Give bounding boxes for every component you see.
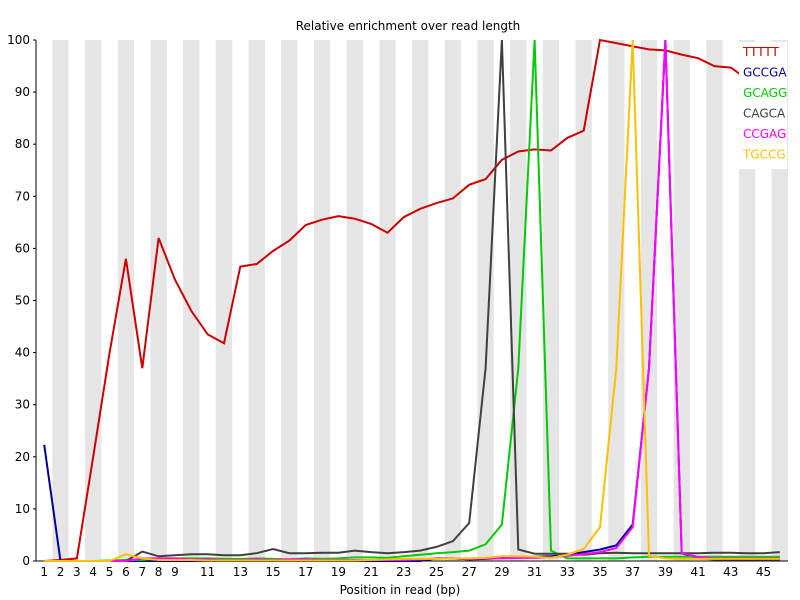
y-tick-label: 100 [7, 33, 30, 47]
legend-box [739, 42, 787, 169]
y-tick-label: 10 [15, 502, 30, 516]
x-tick-label: 35 [592, 565, 607, 579]
x-tick-label: 29 [494, 565, 509, 579]
x-tick-label: 5 [106, 565, 114, 579]
background-band [640, 40, 658, 561]
x-tick-label: 33 [560, 565, 575, 579]
background-band [771, 40, 788, 561]
background-band [510, 40, 527, 561]
background-band [706, 40, 723, 561]
x-tick-label: 39 [658, 565, 673, 579]
x-tick-label: 9 [171, 565, 179, 579]
legend-item: TTTTT [742, 45, 779, 59]
background-band [477, 40, 494, 561]
x-tick-label: 27 [462, 565, 477, 579]
x-tick-label: 3 [73, 565, 81, 579]
x-tick-label: 1 [40, 565, 48, 579]
series-lines [43, 38, 780, 562]
series-line-tgccg [44, 39, 780, 562]
background-band [575, 40, 592, 561]
background-band [346, 40, 363, 561]
x-tick-label: 21 [363, 565, 378, 579]
legend-item: CAGCA [743, 107, 786, 121]
background-band [215, 40, 233, 561]
x-tick-label: 8 [155, 565, 163, 579]
background-bands [52, 40, 788, 561]
x-tick-label: 25 [429, 565, 444, 579]
background-band [150, 40, 167, 561]
chart-title: Relative enrichment over read length [296, 19, 521, 33]
x-tick-label: 43 [723, 565, 738, 579]
y-tick-label: 60 [15, 241, 30, 255]
y-tick-label: 70 [15, 189, 30, 203]
y-tick-label: 20 [15, 450, 30, 464]
background-band [444, 40, 462, 561]
x-tick-label: 19 [331, 565, 346, 579]
x-axis-ticks: 1 2 3 4 5 6 7 8 9 11 13 15 17 19 21 23 25 27 29 31 33 35 37 39 4… [40, 565, 771, 579]
y-tick-label: 90 [15, 85, 30, 99]
background-band [542, 40, 560, 561]
x-tick-label: 7 [138, 565, 146, 579]
y-tick-label: 40 [15, 346, 30, 360]
background-band [673, 40, 690, 561]
background-band [281, 40, 298, 561]
x-tick-label: 2 [57, 565, 65, 579]
x-tick-label: 41 [690, 565, 705, 579]
x-tick-label: 4 [89, 565, 97, 579]
y-tick-label: 80 [15, 137, 30, 151]
legend-item: TGCCG [742, 148, 786, 162]
background-band [379, 40, 396, 561]
x-tick-label: 15 [265, 565, 280, 579]
x-tick-label: 23 [396, 565, 411, 579]
background-band [412, 40, 429, 561]
y-tick-label: 50 [15, 294, 30, 308]
series-line-cagca [44, 39, 780, 562]
y-axis-ticks: 0 10 20 30 40 50 60 70 80 90 100 [7, 33, 36, 568]
x-tick-label: 11 [200, 565, 215, 579]
x-tick-label: 17 [298, 565, 313, 579]
background-band [117, 40, 135, 561]
x-axis-label: Position in read (bp) [340, 583, 461, 597]
background-band [608, 40, 625, 561]
background-band [738, 40, 756, 561]
x-tick-label: 13 [233, 565, 248, 579]
background-band [183, 40, 200, 561]
background-band [85, 40, 102, 561]
legend-item: GCAGG [743, 86, 787, 100]
legend-item: CCGAG [743, 127, 786, 141]
x-tick-label: 37 [625, 565, 640, 579]
series-line-ttttt [44, 38, 764, 562]
x-tick-label: 6 [122, 565, 130, 579]
y-tick-label: 0 [22, 554, 30, 568]
x-tick-label: 45 [756, 565, 771, 579]
y-tick-label: 30 [15, 398, 30, 412]
background-band [52, 40, 69, 561]
background-band [248, 40, 265, 561]
x-tick-label: 31 [527, 565, 542, 579]
legend-item: GCCGA [743, 66, 787, 80]
legend: TTTTT GCCGA GCAGG CAGCA CCGAG TGCCG [739, 42, 787, 169]
background-band [313, 40, 331, 561]
